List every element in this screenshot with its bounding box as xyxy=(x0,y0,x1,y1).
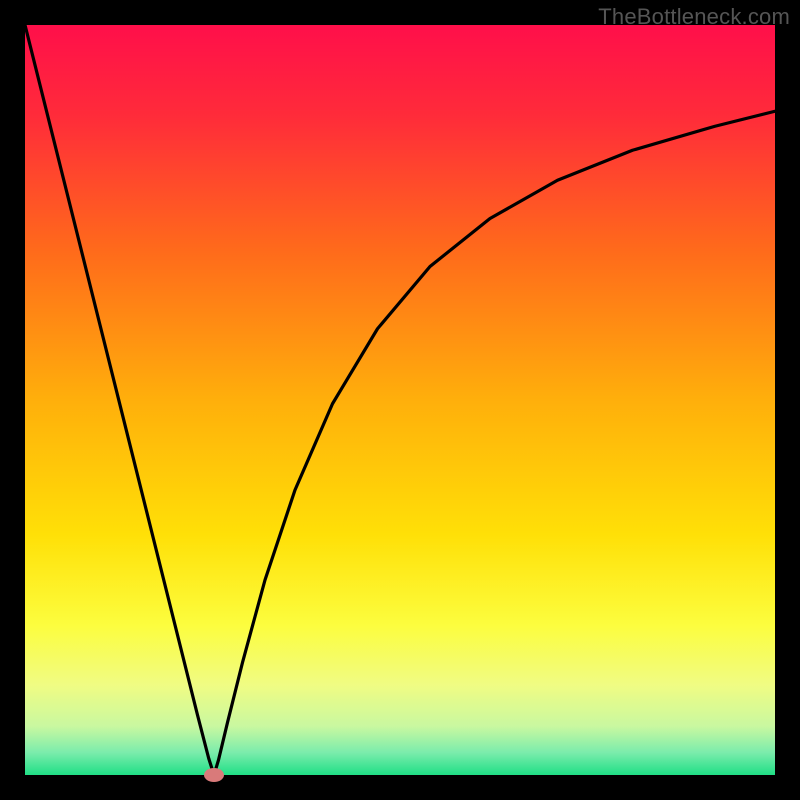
watermark-text: TheBottleneck.com xyxy=(598,4,790,30)
bottleneck-chart xyxy=(0,0,800,800)
chart-container: TheBottleneck.com xyxy=(0,0,800,800)
plot-background xyxy=(25,25,775,775)
minimum-marker xyxy=(204,768,224,782)
